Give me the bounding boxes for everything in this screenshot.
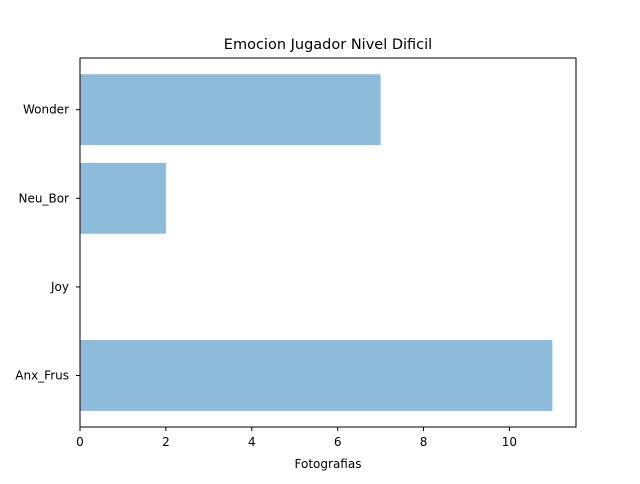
x-tick-label: 6 (334, 435, 342, 449)
x-axis-label: Fotografias (295, 457, 362, 471)
chart-title: Emocion Jugador Nivel Dificil (224, 37, 432, 53)
y-tick-label: Neu_Bor (19, 191, 70, 205)
bar-anx-frus (80, 340, 553, 411)
x-tick-label: 0 (76, 435, 84, 449)
plot-frame (79, 57, 577, 428)
y-tick-label: Wonder (23, 103, 69, 117)
x-tick-label: 2 (162, 435, 170, 449)
y-tick-label: Anx_Frus (15, 369, 69, 383)
y-tick-label: Joy (50, 280, 69, 294)
bar-neu-bor (80, 162, 166, 234)
x-tick-label: 10 (502, 435, 517, 449)
x-tick-label: 4 (248, 435, 256, 449)
y-axis: Anx_Frus Joy Neu_Bor Wonder (15, 103, 80, 383)
bar-wonder (80, 74, 381, 146)
bars-layer (80, 74, 553, 411)
x-axis: 0 2 4 6 8 10 (76, 427, 517, 449)
x-tick-label: 8 (420, 435, 428, 449)
